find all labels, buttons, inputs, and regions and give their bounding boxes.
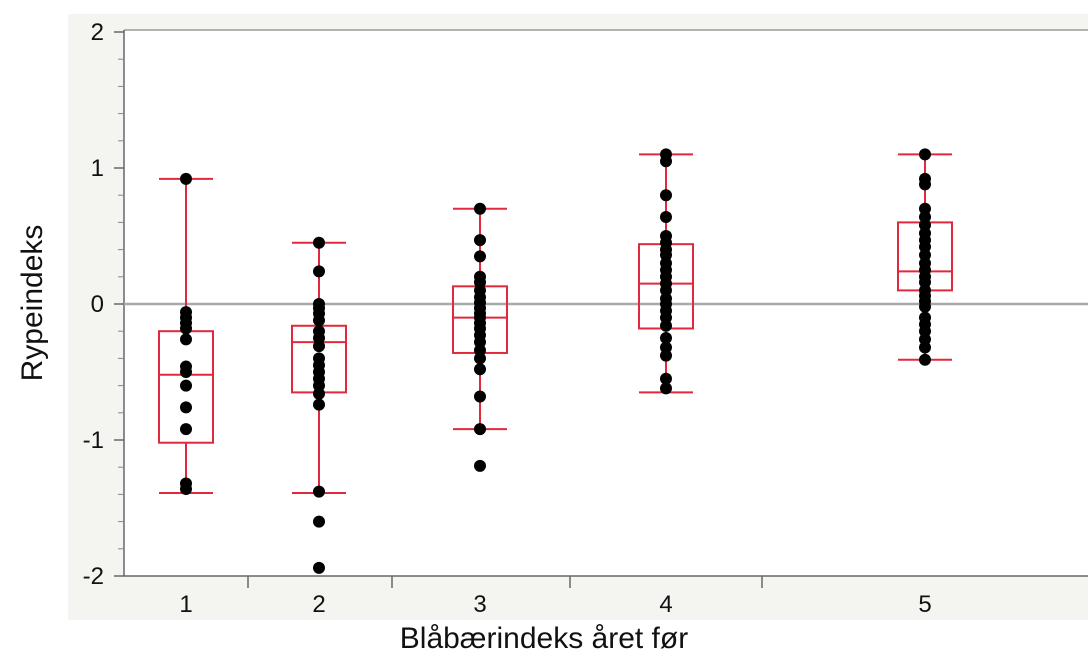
tick-layer: 2 1 0 -1 -2 1 2 3 4 5 <box>83 19 932 618</box>
data-point <box>313 398 325 411</box>
data-point <box>474 423 486 436</box>
data-point <box>313 515 325 528</box>
data-point <box>660 372 672 385</box>
y-tick-label: 2 <box>91 19 104 46</box>
data-point <box>660 189 672 202</box>
x-tick-label: 4 <box>659 591 672 618</box>
y-tick-label: 1 <box>91 155 104 182</box>
x-axis-title: Blåbærindeks året før <box>400 622 688 655</box>
data-point <box>313 314 325 327</box>
data-point <box>180 482 192 495</box>
data-point <box>919 178 931 191</box>
data-point <box>313 340 325 353</box>
data-point <box>919 300 931 313</box>
data-point <box>660 155 672 168</box>
data-point <box>660 319 672 332</box>
data-point <box>474 352 486 365</box>
data-point <box>180 322 192 335</box>
data-point <box>180 366 192 378</box>
data-point <box>313 485 325 498</box>
y-tick-label: -1 <box>83 427 104 454</box>
data-point <box>313 561 325 574</box>
data-point <box>313 387 325 400</box>
y-axis-title: Rypeindeks <box>16 225 49 382</box>
data-point <box>660 349 672 362</box>
data-point <box>660 210 672 223</box>
y-tick-label: -2 <box>83 563 104 590</box>
data-point <box>474 202 486 215</box>
data-point <box>180 333 192 346</box>
data-point <box>474 250 486 263</box>
data-point <box>180 423 192 436</box>
data-point <box>919 148 931 161</box>
y-tick-label: 0 <box>91 291 104 318</box>
x-tick-label: 1 <box>179 591 192 618</box>
data-point <box>660 382 672 395</box>
data-point <box>474 234 486 247</box>
data-point <box>180 401 192 414</box>
data-point <box>474 459 486 472</box>
data-point <box>474 363 486 376</box>
data-point <box>180 379 192 392</box>
x-tick-label: 5 <box>918 591 931 618</box>
point-layer <box>180 148 931 574</box>
data-point <box>919 353 931 366</box>
data-point <box>474 390 486 403</box>
data-point <box>919 341 931 354</box>
data-point <box>313 236 325 249</box>
x-tick-label: 3 <box>473 591 486 618</box>
x-tick-label: 2 <box>312 591 325 618</box>
data-point <box>313 265 325 278</box>
data-point <box>180 172 192 185</box>
data-point <box>660 332 672 344</box>
